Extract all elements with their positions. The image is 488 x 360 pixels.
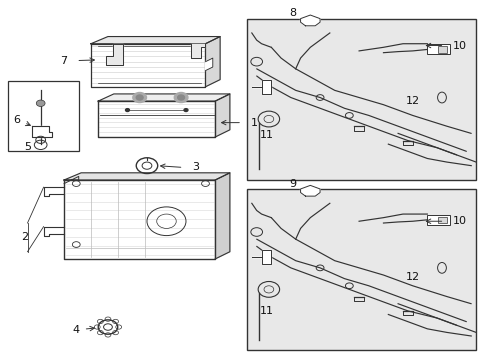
- Text: 10: 10: [452, 41, 466, 50]
- Text: 4: 4: [73, 325, 80, 335]
- Text: 11: 11: [259, 306, 273, 316]
- Text: 12: 12: [405, 96, 419, 106]
- Bar: [427, 44, 449, 54]
- Polygon shape: [32, 126, 52, 137]
- Polygon shape: [205, 58, 212, 71]
- Polygon shape: [215, 94, 229, 137]
- Polygon shape: [205, 37, 220, 87]
- Polygon shape: [91, 37, 220, 44]
- Text: 12: 12: [405, 272, 419, 282]
- Bar: [437, 46, 446, 53]
- Circle shape: [183, 109, 187, 112]
- Circle shape: [174, 93, 187, 103]
- Text: 2: 2: [21, 232, 29, 242]
- Polygon shape: [98, 94, 229, 101]
- Text: 9: 9: [289, 179, 296, 189]
- Polygon shape: [300, 185, 320, 196]
- Bar: [246, 19, 475, 180]
- Polygon shape: [300, 15, 320, 26]
- Polygon shape: [251, 250, 271, 264]
- Circle shape: [133, 93, 146, 103]
- Polygon shape: [251, 80, 271, 94]
- Text: 3: 3: [192, 162, 199, 172]
- Polygon shape: [215, 173, 229, 259]
- Circle shape: [136, 95, 143, 100]
- Circle shape: [125, 109, 129, 112]
- Text: 5: 5: [24, 142, 31, 152]
- Polygon shape: [64, 173, 229, 180]
- Text: 7: 7: [60, 55, 67, 66]
- Bar: [427, 215, 449, 225]
- Polygon shape: [190, 44, 205, 58]
- Bar: [8, 81, 79, 151]
- Text: 11: 11: [259, 130, 273, 140]
- Circle shape: [36, 100, 45, 107]
- Polygon shape: [98, 101, 215, 137]
- Polygon shape: [91, 44, 205, 87]
- Polygon shape: [64, 180, 215, 259]
- Bar: [246, 189, 475, 350]
- Text: 8: 8: [289, 8, 296, 18]
- Circle shape: [177, 95, 184, 100]
- Polygon shape: [105, 44, 122, 65]
- Text: 10: 10: [452, 216, 466, 226]
- Bar: [437, 217, 446, 223]
- Text: 6: 6: [13, 115, 20, 125]
- Text: 1: 1: [250, 118, 257, 128]
